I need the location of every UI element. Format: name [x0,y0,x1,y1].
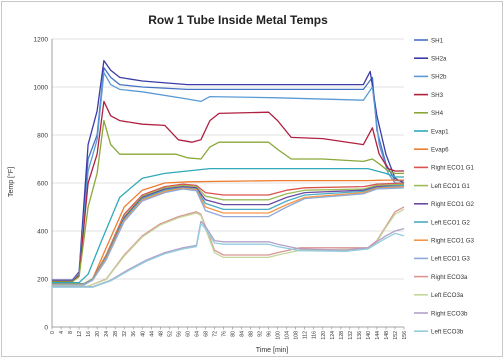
x-tick-label: 4 [59,331,65,334]
x-axis-label: Time [min] [256,347,288,354]
x-tick-label: 28 [113,331,119,337]
x-tick-label: 76 [221,331,227,337]
legend: SH1 SH2a SH2b SH3 SH4 Evap1 Evap6 Right ECO1 G1… [414,37,475,336]
x-tick-label: 128 [339,331,345,340]
x-tick-label: 104 [285,331,291,340]
x-tick-label: 136 [357,331,363,340]
legend-label: Right ECO1 G3 [431,238,475,245]
x-tick-label: 144 [375,331,381,340]
x-tick-label: 100 [276,331,282,340]
series-line [52,71,404,282]
legend-label: Evap6 [431,147,449,154]
series-line [52,185,405,286]
legend-label: SH2a [431,56,447,63]
series-lines [52,59,405,288]
y-ticks: 0 200 400 600 800 1000 1200 [34,37,49,332]
x-tick-label: 84 [240,331,246,337]
x-tick-label: 44 [149,331,155,337]
y-tick-label: 400 [37,229,48,236]
x-tick-label: 68 [203,331,209,337]
axes [51,39,404,328]
legend-label: Left ECO3a [431,292,464,299]
x-tick-label: 120 [321,331,327,340]
x-tick-label: 140 [366,331,372,340]
y-tick-label: 600 [37,181,48,188]
x-tick-label: 92 [258,331,264,337]
line-chart: Row 1 Tube Inside Metal Temps Temp [°F] … [7,13,475,354]
legend-label: Left ECO1 G2 [431,219,470,226]
series-line [52,206,405,287]
legend-label: Right ECO3b [431,310,468,317]
legend-label: SH4 [431,110,444,117]
series-line [52,119,404,283]
x-tick-label: 60 [185,331,191,337]
x-tick-label: 48 [158,331,164,337]
x-tick-label: 108 [294,331,300,340]
x-tick-label: 124 [330,331,336,340]
x-tick-label: 32 [122,331,128,337]
x-tick-label: 132 [348,331,354,340]
legend-label: SH1 [431,37,444,44]
x-tick-label: 8 [68,331,74,334]
y-tick-label: 200 [37,277,48,284]
chart-title: Row 1 Tube Inside Metal Temps [148,13,328,27]
x-tick-label: 40 [140,331,146,337]
x-tick-label: 0 [50,331,56,334]
series-line [52,220,405,288]
x-tick-label: 36 [131,331,137,337]
y-tick-label: 800 [37,133,48,140]
y-tick-label: 1000 [34,85,49,92]
x-tick-label: 56 [176,331,182,337]
series-line [52,59,405,281]
y-tick-label: 1200 [34,37,49,44]
legend-label: Left ECO1 G1 [431,183,470,190]
x-tick-label: 80 [231,331,237,337]
x-tick-label: 16 [86,331,92,337]
legend-label: Right ECO1 G2 [431,201,475,208]
legend-label: SH3 [431,92,444,99]
series-line [52,167,404,284]
y-tick-label: 0 [44,325,48,332]
x-tick-label: 64 [194,331,200,337]
x-tick-label: 152 [393,331,399,340]
legend-label: Left ECO1 G3 [431,256,470,263]
x-tick-label: 72 [212,331,218,337]
legend-label: Evap1 [431,128,449,135]
x-tick-label: 112 [303,331,309,339]
series-line [52,100,404,283]
x-tick-label: 88 [249,331,255,337]
x-tick-label: 116 [312,331,318,339]
x-tick-label: 156 [402,331,408,340]
legend-label: Right ECO1 G1 [431,165,475,172]
x-tick-label: 148 [384,331,390,340]
gridlines [52,38,404,280]
x-tick-label: 12 [77,331,83,337]
legend-label: Right ECO3a [431,274,468,281]
legend-label: SH2b [431,74,447,81]
x-tick-label: 24 [104,331,110,337]
x-ticks: 0 4 8 12 16 20 24 28 32 36 40 44 48 52 56 60 64 68 72 76 80 8… [50,327,408,340]
x-tick-label: 96 [267,331,273,337]
series-line [52,67,404,283]
x-tick-label: 20 [95,331,101,337]
y-axis-label: Temp [°F] [7,167,15,197]
x-tick-label: 52 [167,331,173,337]
series-line [52,187,405,286]
series-line [52,223,405,288]
legend-label: Left ECO3b [431,329,464,336]
